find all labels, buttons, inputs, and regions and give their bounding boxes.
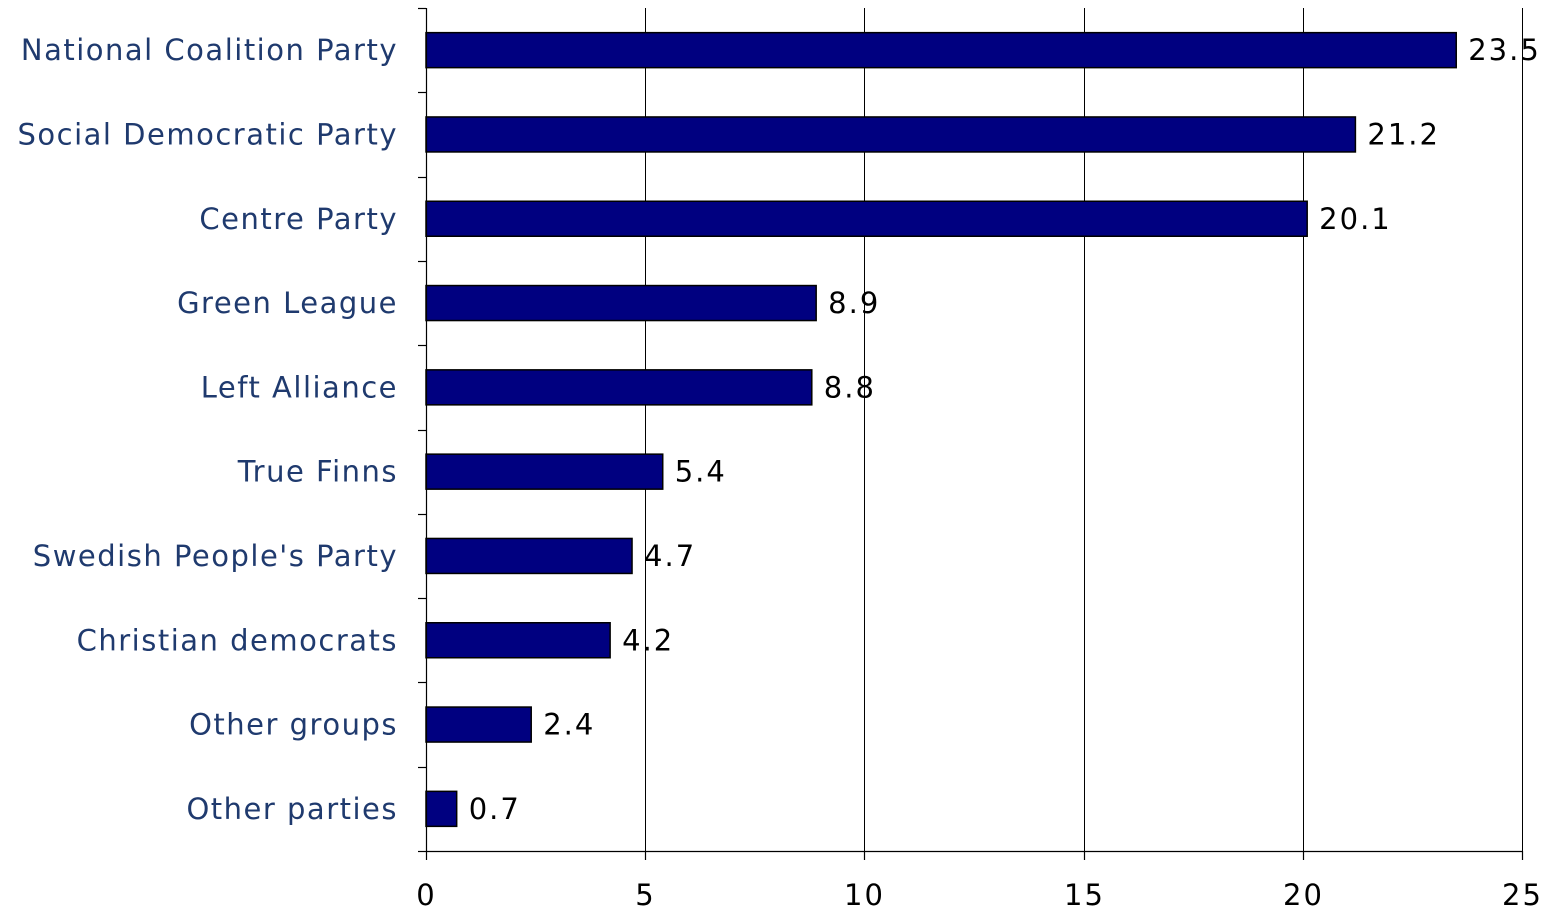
axes bbox=[418, 7, 1524, 860]
value-label: 4.2 bbox=[622, 623, 674, 657]
category-label: True Finns bbox=[237, 455, 398, 489]
bar-4 bbox=[425, 369, 813, 406]
category-label: Centre Party bbox=[199, 202, 398, 236]
category-label: Other groups bbox=[189, 708, 398, 742]
bar-0 bbox=[425, 31, 1457, 69]
x-tick-label: 20 bbox=[1283, 878, 1324, 911]
category-label: Other parties bbox=[186, 792, 398, 826]
bar-8 bbox=[425, 706, 532, 743]
value-label: 5.4 bbox=[675, 455, 727, 489]
value-label: 4.7 bbox=[644, 539, 696, 573]
bar-6 bbox=[425, 537, 633, 575]
bar-9 bbox=[425, 790, 458, 828]
x-tick-label: 5 bbox=[635, 878, 655, 911]
x-tick-label: 0 bbox=[416, 878, 436, 911]
category-label: Left Alliance bbox=[201, 370, 398, 404]
category-label: Christian democrats bbox=[77, 623, 398, 657]
bar-5 bbox=[425, 453, 664, 490]
x-tick-label: 10 bbox=[844, 878, 885, 911]
value-label: 8.8 bbox=[824, 370, 876, 404]
value-label: 21.2 bbox=[1367, 117, 1440, 151]
bar-1 bbox=[425, 116, 1357, 153]
value-label: 23.5 bbox=[1468, 33, 1541, 67]
bar-2 bbox=[425, 200, 1308, 237]
labels: 23.5 National Coalition Party 21.2 Social D… bbox=[17, 33, 1543, 911]
category-label: Green League bbox=[177, 286, 398, 320]
value-label: 0.7 bbox=[469, 792, 521, 826]
value-label: 2.4 bbox=[543, 708, 595, 742]
category-label: National Coalition Party bbox=[21, 33, 398, 67]
x-tick-label: 15 bbox=[1064, 878, 1105, 911]
category-label: Social Democratic Party bbox=[17, 117, 398, 151]
x-tick-label: 25 bbox=[1502, 878, 1543, 911]
bar-3 bbox=[425, 284, 817, 322]
bar-7 bbox=[425, 622, 611, 659]
category-label: Swedish People's Party bbox=[33, 539, 398, 573]
value-label: 8.9 bbox=[828, 286, 880, 320]
value-label: 20.1 bbox=[1319, 202, 1392, 236]
